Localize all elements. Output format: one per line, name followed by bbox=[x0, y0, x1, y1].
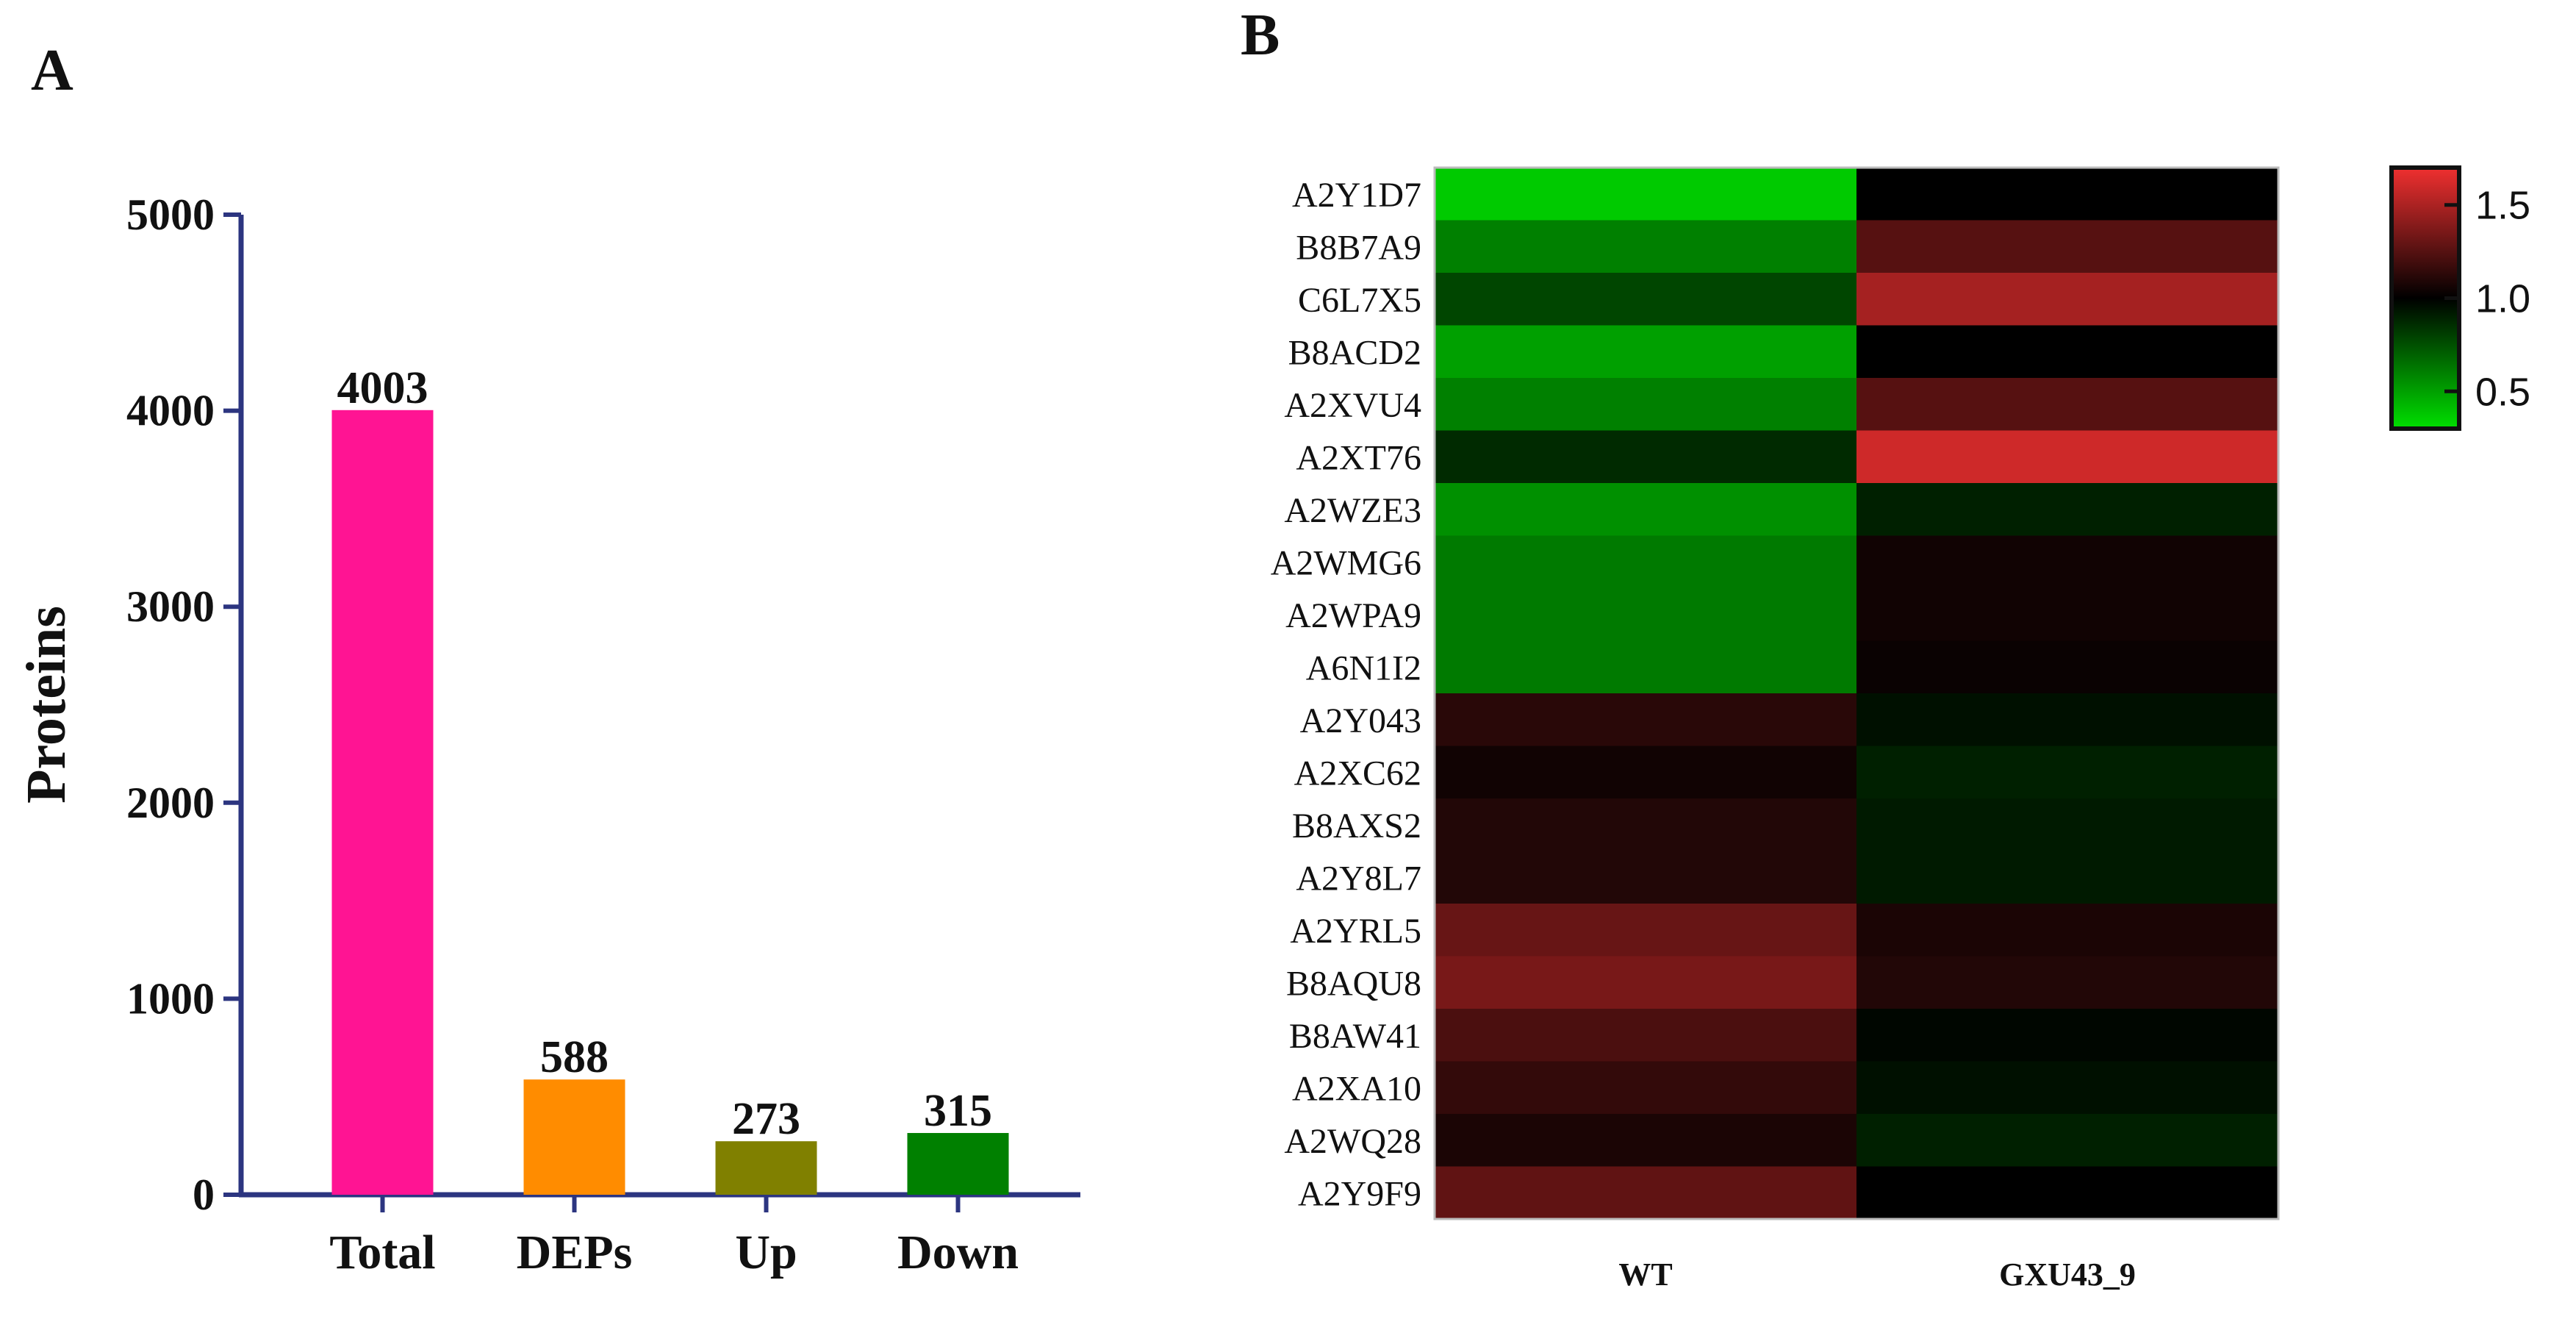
y-tick-label: 4000 bbox=[126, 387, 215, 435]
row-label-a2xa10: A2XA10 bbox=[1292, 1069, 1421, 1108]
heatmap-cell-a2xt76-gxu43_9 bbox=[1856, 430, 2279, 484]
row-label-b8b7a9: B8B7A9 bbox=[1296, 228, 1421, 267]
heatmap-cell-b8b7a9-gxu43_9 bbox=[1856, 220, 2279, 274]
bar-down bbox=[907, 1133, 1009, 1195]
heatmap-cell-a2y8l7-wt bbox=[1435, 851, 1857, 904]
heatmap-cell-a2y9f9-gxu43_9 bbox=[1856, 1166, 2279, 1220]
heatmap-cell-a2y1d7-gxu43_9 bbox=[1856, 168, 2279, 221]
row-label-b8acd2: B8ACD2 bbox=[1288, 333, 1421, 372]
heatmap-panel: A2Y1D7 B8B7A9 C6L7X5 B8ACD2 A2XVU4 A2XT76 A2WZ… bbox=[1271, 165, 2530, 1293]
row-label-a2y043: A2Y043 bbox=[1300, 701, 1421, 740]
row-label-a6n1i2: A6N1I2 bbox=[1306, 648, 1421, 687]
data-label-deps: 588 bbox=[540, 1032, 609, 1082]
heatmap-cell-a2xvu4-gxu43_9 bbox=[1856, 378, 2279, 431]
y-tick-label: 1000 bbox=[126, 974, 215, 1023]
x-tick-label-down: Down bbox=[897, 1226, 1019, 1279]
y-tick-label: 5000 bbox=[126, 190, 215, 239]
row-label-a2wpa9: A2WPA9 bbox=[1285, 596, 1421, 635]
row-label-b8aw41: B8AW41 bbox=[1289, 1017, 1421, 1056]
heatmap-cell-a6n1i2-wt bbox=[1435, 640, 1857, 694]
bar-deps bbox=[523, 1079, 625, 1195]
heatmap-cell-a2wq28-gxu43_9 bbox=[1856, 1114, 2279, 1167]
heatmap-cell-a2xa10-gxu43_9 bbox=[1856, 1061, 2279, 1115]
data-label-down: 315 bbox=[924, 1086, 992, 1136]
heatmap-cell-a2xc62-gxu43_9 bbox=[1856, 746, 2279, 799]
heatmap-cell-b8acd2-wt bbox=[1435, 325, 1857, 379]
x-tick-label-deps: DEPs bbox=[517, 1226, 633, 1279]
column-label-wt: WT bbox=[1618, 1257, 1672, 1293]
x-tick-label-up: Up bbox=[735, 1226, 797, 1279]
row-label-a2wze3: A2WZE3 bbox=[1284, 491, 1421, 530]
x-tick-label-total: Total bbox=[329, 1226, 435, 1279]
row-label-a2y9f9: A2Y9F9 bbox=[1298, 1174, 1421, 1213]
color-bar-tick-label: 0.5 bbox=[2475, 370, 2530, 414]
row-label-a2y1d7: A2Y1D7 bbox=[1292, 176, 1421, 215]
row-label-a2xc62: A2XC62 bbox=[1294, 754, 1421, 793]
data-label-up: 273 bbox=[732, 1094, 800, 1144]
heatmap-cell-b8aw41-wt bbox=[1435, 1009, 1857, 1062]
heatmap-cell-c6l7x5-wt bbox=[1435, 273, 1857, 326]
heatmap-cell-a2y8l7-gxu43_9 bbox=[1856, 851, 2279, 904]
heatmap-cell-a2yrl5-wt bbox=[1435, 904, 1857, 957]
bar-chart-panel: 0 1000 2000 3000 4000 5000 Proteins 4003 Total 58… bbox=[15, 190, 1080, 1279]
heatmap-cell-a2wze3-wt bbox=[1435, 483, 1857, 536]
row-label-b8aqu8: B8AQU8 bbox=[1286, 964, 1421, 1003]
heatmap-cell-b8aqu8-gxu43_9 bbox=[1856, 956, 2279, 1009]
y-axis-label: Proteins bbox=[15, 606, 77, 804]
color-bar-tick-label: 1.0 bbox=[2475, 277, 2530, 321]
heatmap-cell-b8axs2-wt bbox=[1435, 798, 1857, 851]
data-label-total: 4003 bbox=[337, 363, 428, 413]
color-bar-tick-label: 1.5 bbox=[2475, 184, 2530, 228]
bar-total bbox=[331, 410, 434, 1195]
heatmap-cell-a2wq28-wt bbox=[1435, 1114, 1857, 1167]
heatmap-cell-a2y043-gxu43_9 bbox=[1856, 693, 2279, 746]
heatmap-cell-a2wmg6-wt bbox=[1435, 535, 1857, 589]
heatmap-cell-b8axs2-gxu43_9 bbox=[1856, 798, 2279, 851]
heatmap-cell-a2y1d7-wt bbox=[1435, 168, 1857, 221]
heatmap-cell-a2xa10-wt bbox=[1435, 1061, 1857, 1115]
column-label-gxu43_9: GXU43_9 bbox=[1999, 1257, 2136, 1293]
y-tick-label: 2000 bbox=[126, 779, 215, 827]
row-label-c6l7x5: C6L7X5 bbox=[1298, 281, 1421, 320]
heatmap-cell-b8b7a9-wt bbox=[1435, 220, 1857, 274]
heatmap-cell-a2xc62-wt bbox=[1435, 746, 1857, 799]
heatmap-cell-b8acd2-gxu43_9 bbox=[1856, 325, 2279, 379]
heatmap-cell-a2y9f9-wt bbox=[1435, 1166, 1857, 1220]
heatmap-cell-a2wze3-gxu43_9 bbox=[1856, 483, 2279, 536]
panel-b-letter: B bbox=[1241, 3, 1280, 68]
heatmap-cell-b8aw41-gxu43_9 bbox=[1856, 1009, 2279, 1062]
heatmap-cell-b8aqu8-wt bbox=[1435, 956, 1857, 1009]
heatmap-cell-a2wpa9-wt bbox=[1435, 588, 1857, 641]
heatmap-cell-a6n1i2-gxu43_9 bbox=[1856, 640, 2279, 694]
heatmap-cell-c6l7x5-gxu43_9 bbox=[1856, 273, 2279, 326]
row-label-a2y8l7: A2Y8L7 bbox=[1296, 859, 1421, 898]
row-label-a2yrl5: A2YRL5 bbox=[1290, 912, 1421, 951]
row-label-a2wq28: A2WQ28 bbox=[1284, 1122, 1421, 1161]
panel-a-letter: A bbox=[31, 38, 73, 103]
row-label-a2wmg6: A2WMG6 bbox=[1271, 543, 1421, 582]
heatmap-border bbox=[1433, 166, 2280, 1220]
y-tick-label: 0 bbox=[193, 1170, 215, 1219]
heatmap-cell-a2wmg6-gxu43_9 bbox=[1856, 535, 2279, 589]
y-tick-label: 3000 bbox=[126, 582, 215, 631]
bar-up bbox=[715, 1141, 817, 1195]
heatmap-cell-a2xt76-wt bbox=[1435, 430, 1857, 484]
heatmap-cell-a2xvu4-wt bbox=[1435, 378, 1857, 431]
heatmap-cell-a2y043-wt bbox=[1435, 693, 1857, 746]
row-label-a2xvu4: A2XVU4 bbox=[1284, 386, 1421, 425]
row-label-b8axs2: B8AXS2 bbox=[1292, 807, 1421, 846]
heatmap-cell-a2wpa9-gxu43_9 bbox=[1856, 588, 2279, 641]
row-label-a2xt76: A2XT76 bbox=[1296, 438, 1421, 477]
heatmap-cell-a2yrl5-gxu43_9 bbox=[1856, 904, 2279, 957]
